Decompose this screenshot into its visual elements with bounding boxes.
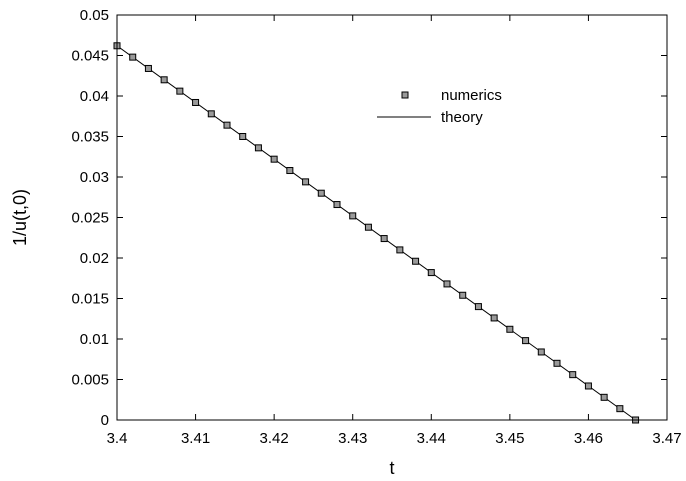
numerics-point <box>427 269 435 277</box>
numerics-point <box>459 291 467 299</box>
x-tick-label: 3.44 <box>417 430 446 447</box>
numerics-point <box>333 201 341 209</box>
numerics-series <box>113 42 640 424</box>
numerics-point <box>129 53 137 61</box>
numerics-point <box>302 178 310 186</box>
numerics-point <box>584 382 592 390</box>
numerics-point <box>223 121 231 129</box>
numerics-point <box>160 76 168 84</box>
numerics-point <box>537 348 545 356</box>
y-tick-label: 0.015 <box>71 291 109 308</box>
x-tick-label: 3.4 <box>107 430 128 447</box>
legend: numerics theory <box>377 87 502 126</box>
numerics-point <box>569 371 577 379</box>
x-tick-label: 3.41 <box>181 430 210 447</box>
numerics-point <box>396 246 404 254</box>
y-tick-label: 0 <box>101 412 109 429</box>
x-tick-label: 3.43 <box>338 430 367 447</box>
numerics-point <box>317 189 325 197</box>
numerics-point <box>506 325 514 333</box>
theory-line <box>116 45 636 421</box>
numerics-point <box>254 144 262 152</box>
y-tick-label: 0.035 <box>71 129 109 146</box>
numerics-point <box>443 280 451 288</box>
numerics-point <box>490 314 498 322</box>
numerics-point <box>207 110 215 118</box>
x-tick-label: 3.47 <box>652 430 681 447</box>
numerics-point <box>144 64 152 72</box>
numerics-point <box>522 337 530 345</box>
legend-numerics-marker <box>401 91 409 99</box>
x-tick-label: 3.46 <box>574 430 603 447</box>
y-tick-label: 0.03 <box>80 169 109 186</box>
x-axis-ticks: 3.4 3.41 3.42 3.43 3.44 3.45 3.46 3.47 <box>107 15 682 447</box>
numerics-point <box>270 155 278 163</box>
numerics-point <box>474 303 482 311</box>
x-axis-label: t <box>389 458 394 478</box>
numerics-point <box>192 98 200 106</box>
numerics-point <box>239 133 247 140</box>
numerics-point <box>349 212 357 220</box>
numerics-point <box>553 359 561 367</box>
y-axis-ticks: 0 0.005 0.01 0.015 0.02 0.025 0.03 0.035 0.04 0.0… <box>71 7 667 429</box>
x-tick-label: 3.42 <box>260 430 289 447</box>
numerics-point <box>616 405 624 413</box>
numerics-point <box>380 235 388 243</box>
x-tick-label: 3.45 <box>495 430 524 447</box>
y-tick-label: 0.05 <box>80 7 109 24</box>
numerics-point <box>176 87 184 95</box>
legend-theory-label: theory <box>441 109 483 126</box>
numerics-point <box>364 223 372 231</box>
y-axis-label: 1/u(t,0) <box>10 189 30 246</box>
y-tick-label: 0.02 <box>80 250 109 267</box>
y-tick-label: 0.005 <box>71 372 109 389</box>
y-tick-label: 0.01 <box>80 331 109 348</box>
y-tick-label: 0.025 <box>71 210 109 227</box>
theory-series <box>116 45 636 421</box>
numerics-point <box>286 167 294 175</box>
y-tick-label: 0.045 <box>71 48 109 65</box>
legend-numerics-label: numerics <box>441 87 502 104</box>
numerics-point <box>412 257 420 265</box>
plot-frame <box>116 14 668 421</box>
y-tick-label: 0.04 <box>80 88 109 105</box>
numerics-point <box>600 393 608 401</box>
